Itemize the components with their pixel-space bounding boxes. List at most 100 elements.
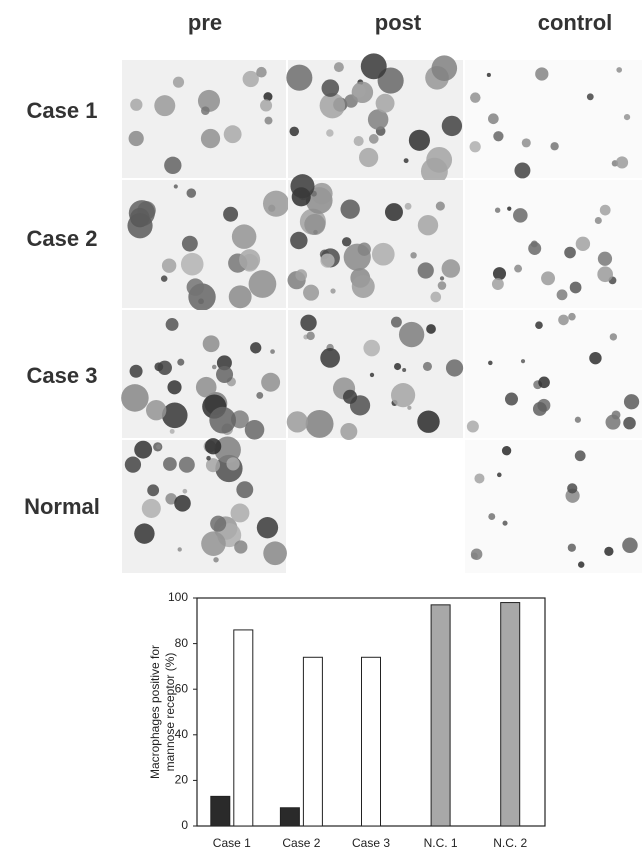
cell bbox=[260, 99, 272, 111]
cell bbox=[514, 162, 530, 178]
cell bbox=[154, 95, 175, 116]
cell bbox=[146, 400, 166, 420]
cell bbox=[162, 258, 176, 272]
figure: pre post control Case 1 Case 2 Case 3 No… bbox=[0, 0, 644, 856]
cell bbox=[521, 359, 525, 363]
cell bbox=[212, 365, 217, 370]
cell bbox=[376, 94, 395, 113]
micrograph-grid bbox=[121, 53, 642, 573]
cell bbox=[372, 243, 395, 266]
cell bbox=[166, 318, 179, 331]
cell bbox=[467, 420, 479, 432]
cell bbox=[265, 117, 273, 125]
cell bbox=[407, 406, 411, 410]
cell bbox=[177, 359, 184, 366]
cell bbox=[493, 267, 506, 280]
cell bbox=[187, 278, 205, 296]
cell bbox=[289, 127, 299, 137]
cell bbox=[205, 438, 221, 454]
cell bbox=[178, 547, 182, 551]
cell bbox=[236, 481, 253, 498]
cell bbox=[531, 240, 538, 247]
cell bbox=[226, 457, 239, 470]
cell bbox=[203, 335, 220, 352]
cell bbox=[440, 276, 444, 280]
y-axis-label: Macrophages positive for bbox=[148, 645, 162, 779]
cell bbox=[488, 361, 493, 366]
row-label: Case 3 bbox=[27, 363, 98, 388]
cell bbox=[474, 473, 484, 483]
y-tick-label: 80 bbox=[175, 636, 189, 650]
cell bbox=[598, 252, 612, 266]
cell bbox=[604, 547, 613, 556]
cell bbox=[322, 79, 340, 97]
cell bbox=[306, 410, 334, 438]
cell bbox=[436, 202, 445, 211]
cell bbox=[568, 313, 576, 321]
cell bbox=[129, 131, 144, 146]
cell bbox=[522, 138, 531, 147]
cell bbox=[578, 561, 584, 567]
cell bbox=[410, 252, 416, 258]
cell bbox=[234, 540, 247, 553]
cell bbox=[326, 129, 333, 136]
cell bbox=[340, 423, 357, 440]
cell bbox=[487, 73, 491, 77]
cell bbox=[513, 208, 528, 223]
cell bbox=[418, 262, 434, 278]
cell bbox=[495, 208, 500, 213]
cell bbox=[256, 67, 267, 78]
cell bbox=[438, 281, 447, 290]
cell bbox=[575, 417, 581, 423]
x-tick-label: N.C. 2 bbox=[493, 836, 527, 850]
cell bbox=[497, 473, 502, 478]
cell bbox=[290, 232, 307, 249]
cell bbox=[417, 410, 439, 432]
cell bbox=[127, 213, 152, 238]
cell bbox=[209, 407, 236, 434]
x-tick-label: Case 2 bbox=[282, 836, 320, 850]
cell bbox=[606, 415, 621, 430]
cell bbox=[370, 373, 374, 377]
cell bbox=[564, 247, 576, 259]
cell bbox=[541, 271, 555, 285]
cell bbox=[231, 504, 250, 523]
cell bbox=[239, 249, 260, 270]
cell bbox=[320, 93, 345, 118]
cell bbox=[576, 237, 590, 251]
cell bbox=[589, 352, 601, 364]
cell bbox=[130, 99, 142, 111]
cell bbox=[179, 457, 195, 473]
cell bbox=[270, 349, 275, 354]
cell bbox=[385, 203, 403, 221]
cell bbox=[158, 361, 172, 375]
cell bbox=[402, 368, 406, 372]
cell bbox=[206, 456, 211, 461]
cell bbox=[181, 253, 204, 276]
cell bbox=[250, 342, 261, 353]
cell bbox=[257, 517, 278, 538]
y-tick-label: 40 bbox=[175, 727, 189, 741]
cell bbox=[201, 531, 226, 556]
cell bbox=[404, 158, 409, 163]
cell bbox=[295, 269, 307, 281]
y-axis-label: mannose receptor (%) bbox=[163, 653, 177, 772]
cell bbox=[535, 67, 548, 80]
cell bbox=[303, 285, 319, 301]
cell bbox=[616, 156, 628, 168]
cell bbox=[470, 92, 481, 103]
cell bbox=[394, 363, 401, 370]
cell bbox=[405, 203, 412, 210]
micrograph bbox=[122, 60, 286, 178]
bar bbox=[234, 630, 253, 826]
cell bbox=[300, 315, 316, 331]
cell bbox=[174, 495, 191, 512]
cell bbox=[216, 366, 233, 383]
cell bbox=[161, 275, 167, 281]
x-tick-label: Case 3 bbox=[352, 836, 390, 850]
cell bbox=[130, 365, 143, 378]
cell bbox=[361, 53, 387, 79]
cell bbox=[550, 142, 558, 150]
cell bbox=[622, 538, 637, 553]
cell bbox=[567, 483, 577, 493]
